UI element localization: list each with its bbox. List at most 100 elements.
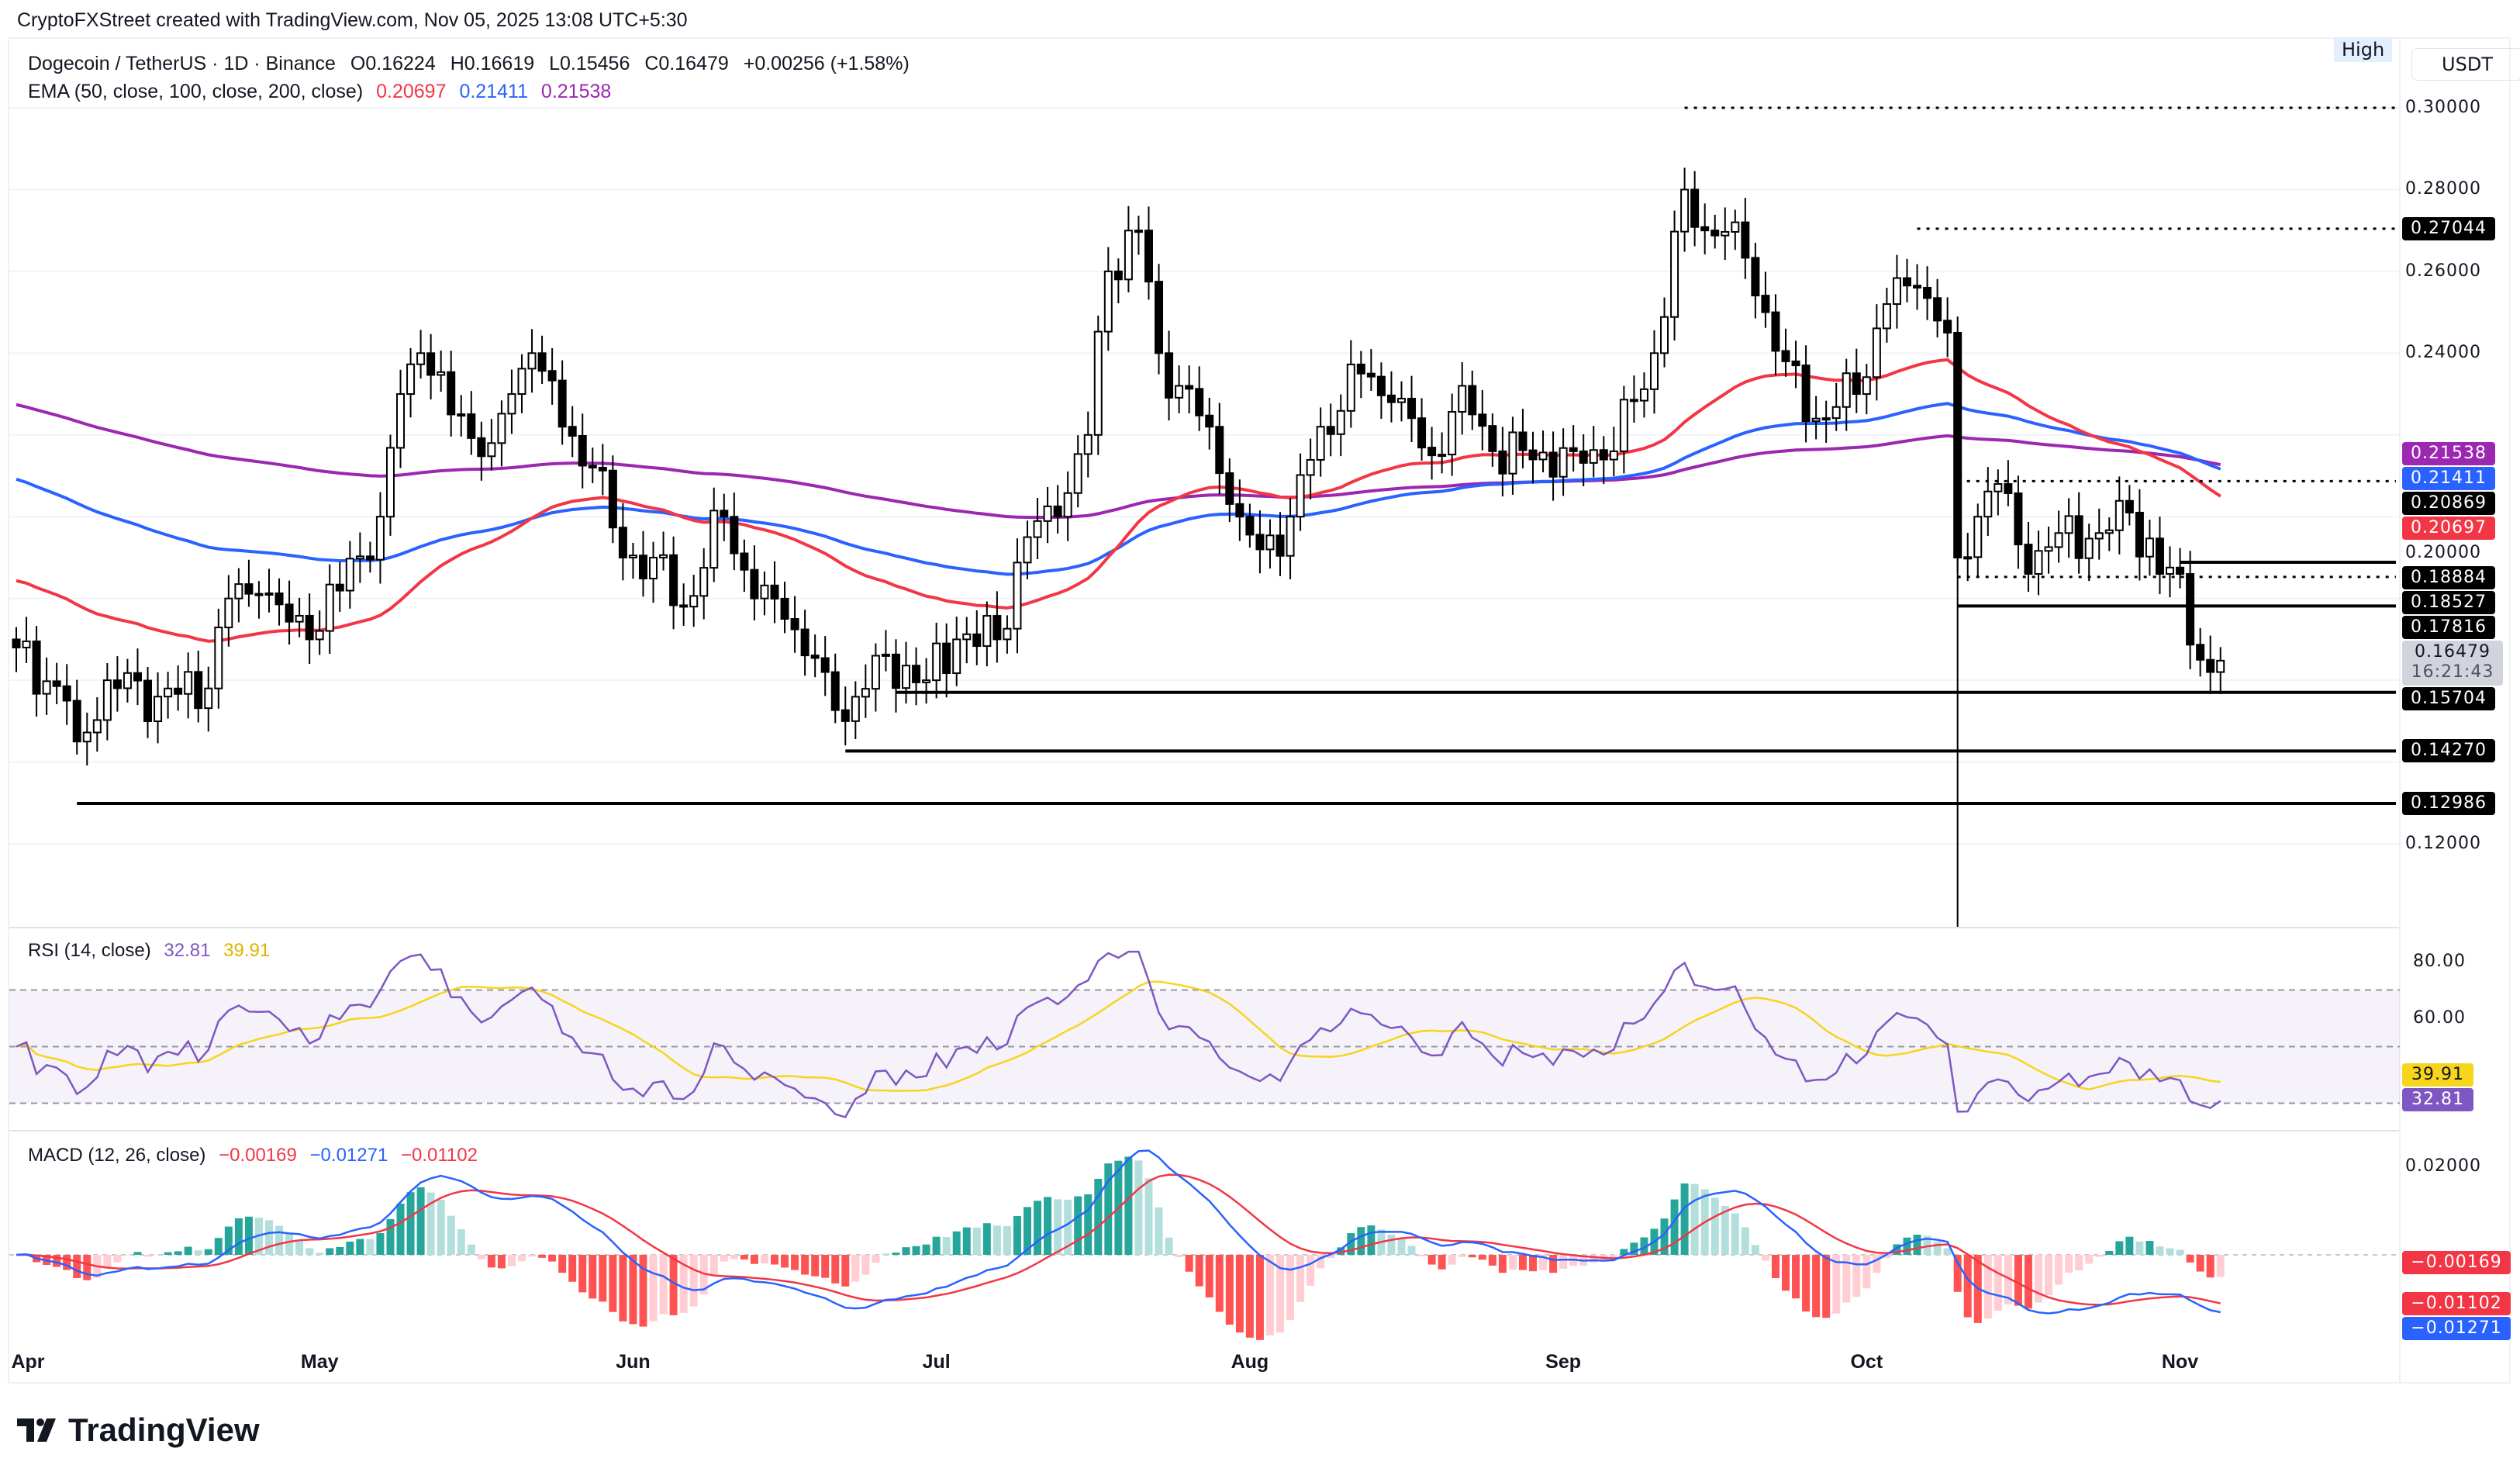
macd-histogram-bar [1347, 1233, 1355, 1255]
candle-down [608, 469, 617, 529]
macd-histogram-bar [589, 1255, 597, 1299]
candle-down [1913, 285, 1922, 289]
time-axis-month: Sep [1545, 1351, 1582, 1373]
candle-up [2084, 537, 2094, 559]
macd-histogram-bar [1286, 1255, 1295, 1321]
rsi-label[interactable]: RSI (14, close) [28, 940, 151, 961]
macd-histogram-bar [1296, 1255, 1305, 1302]
rsi-line [16, 950, 2221, 1118]
candle-down [1498, 450, 1507, 475]
candle-down [972, 633, 982, 648]
candle-down [2074, 515, 2083, 559]
symbol-name[interactable]: Dogecoin / TetherUS · 1D · Binance [28, 53, 336, 74]
candle-up [760, 584, 769, 600]
candle-down [1629, 399, 1638, 403]
candle-up [2145, 537, 2154, 558]
candle-down [1771, 311, 1780, 352]
candle-down [254, 593, 264, 596]
macd-histogram-bar [497, 1255, 506, 1269]
candle-up [2064, 515, 2073, 534]
candle-up [1639, 388, 1648, 402]
macd-histogram-bar [1478, 1255, 1486, 1260]
symbol-legend[interactable]: Dogecoin / TetherUS · 1D · Binance O0.16… [28, 53, 919, 75]
macd-histogram-bar [1003, 1225, 1011, 1255]
tradingview-logo[interactable]: TradingView [17, 1412, 260, 1449]
macd-histogram-bar [143, 1255, 152, 1257]
price-tick: 0.20000 [2405, 543, 2481, 563]
candle-down [1417, 417, 1427, 449]
candle-up [1286, 516, 1295, 557]
macd-histogram-bar [1923, 1235, 1931, 1255]
candle-down [2004, 483, 2013, 494]
macd-histogram-bar [992, 1225, 1001, 1255]
candle-down [2125, 499, 2134, 513]
candle-up [902, 665, 911, 689]
candle-up [92, 719, 102, 734]
macd-histogram-bar [1893, 1244, 1901, 1255]
candle-down [598, 466, 607, 472]
rsi-tick: 60.00 [2413, 1008, 2466, 1028]
macd-histogram-bar [1185, 1255, 1193, 1272]
macd-histogram-bar [2045, 1255, 2053, 1295]
macd-histogram-bar [103, 1255, 112, 1268]
time-axis-month: Oct [1850, 1351, 1883, 1373]
macd-histogram-bar [184, 1246, 192, 1255]
candle-up [2104, 529, 2114, 534]
macd-histogram-bar [1994, 1255, 2002, 1311]
ema100-line [16, 402, 2221, 576]
candle-up [1973, 516, 1983, 558]
ema-label[interactable]: EMA (50, close, 100, close, 200, close) [28, 81, 364, 102]
macd-histogram-bar [1802, 1255, 1811, 1312]
macd-histogram-bar [1225, 1255, 1234, 1325]
price-label-ema200: 0.21538 [2402, 442, 2495, 466]
candle-down [1185, 385, 1194, 390]
candle-down [800, 628, 810, 657]
macd-histogram-bar [952, 1231, 961, 1255]
currency-button[interactable]: USDT [2411, 48, 2520, 81]
macd-histogram-bar [507, 1255, 516, 1266]
macd-histogram-bar [1407, 1246, 1416, 1255]
candle-down [1255, 534, 1265, 551]
candle-up [1508, 431, 1517, 475]
candle-up [1003, 627, 1012, 641]
ema-legend[interactable]: EMA (50, close, 100, close, 200, close) … [28, 81, 619, 103]
candle-up [224, 597, 233, 629]
macd-histogram-bar [538, 1255, 547, 1258]
macd-histogram-bar [922, 1244, 930, 1255]
macd-histogram-bar [1124, 1156, 1133, 1255]
macd-histogram-bar [962, 1227, 971, 1255]
macd-histogram-bar [1620, 1249, 1628, 1255]
macd-histogram-bar [234, 1218, 243, 1255]
candle-up [1821, 417, 1831, 421]
macd-legend[interactable]: MACD (12, 26, close) −0.00169 −0.01271 −… [28, 1145, 485, 1166]
candle-up [1103, 270, 1113, 333]
candle-down [1195, 388, 1204, 416]
macd-histogram-bar [1255, 1255, 1264, 1340]
brand-name: TradingView [68, 1412, 260, 1448]
macd-label[interactable]: MACD (12, 26, close) [28, 1145, 206, 1166]
macd-histogram-bar [1630, 1242, 1638, 1255]
macd-histogram-bar [2145, 1241, 2154, 1255]
ohlc-high: H0.16619 [450, 53, 535, 74]
macd-signal-line [16, 1173, 2221, 1306]
macd-histogram-bar [1852, 1255, 1861, 1298]
candle-up [234, 583, 243, 600]
macd-histogram-bar [1084, 1194, 1093, 1255]
macd-histogram-bar [336, 1247, 344, 1255]
macd-histogram-bar [932, 1236, 941, 1255]
macd-histogram-bar [942, 1237, 951, 1255]
macd-histogram-bar [1245, 1255, 1254, 1338]
candle-down [194, 671, 203, 710]
candle-up [1013, 562, 1022, 630]
rsi-legend[interactable]: RSI (14, close) 32.81 39.91 [28, 940, 278, 962]
macd-histogram-bar [416, 1187, 425, 1255]
candle-down [679, 604, 689, 608]
macd-histogram-bar [1064, 1199, 1072, 1255]
macd-histogram-bar [346, 1242, 354, 1255]
candle-down [1751, 257, 1760, 297]
candle-up [2044, 546, 2053, 552]
macd-histogram-bar [1165, 1237, 1173, 1255]
price-tick: 0.28000 [2405, 179, 2481, 199]
rsi-ma-value: 39.91 [223, 940, 271, 961]
